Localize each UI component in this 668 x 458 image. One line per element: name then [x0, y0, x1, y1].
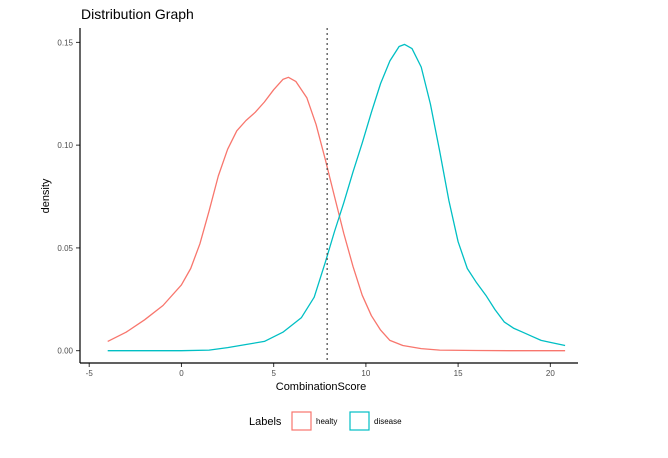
y-tick-label: 0.15: [57, 38, 73, 47]
legend-title: Labels: [249, 416, 282, 428]
x-tick-label: 20: [546, 369, 555, 378]
y-tick-label: 0.05: [57, 244, 73, 253]
series-line-disease: [107, 43, 566, 352]
x-tick-label: 5: [271, 369, 276, 378]
x-tick-label: 15: [454, 369, 463, 378]
series-line-healty: [107, 76, 566, 352]
legend-item-disease: disease: [349, 411, 402, 431]
series-layer: [107, 43, 566, 352]
x-tick-label: -5: [86, 369, 94, 378]
x-tick-label: 0: [179, 369, 184, 378]
y-tick-label: 0.00: [57, 347, 73, 356]
y-axis-title: density: [40, 178, 52, 213]
legend-label-disease: disease: [374, 417, 402, 426]
legend-item-healty: healty: [291, 411, 337, 431]
plot-area: -5 0 5 10 15 20 0.00 0.05 0.10 0.15: [57, 28, 578, 378]
x-axis-ticks: -5 0 5 10 15 20: [86, 363, 555, 378]
legend-key-disease: [349, 411, 370, 431]
y-tick-label: 0.10: [57, 141, 73, 150]
legend-label-healty: healty: [316, 417, 337, 426]
y-axis-ticks: 0.00 0.05 0.10 0.15: [57, 38, 80, 356]
x-tick-label: 10: [361, 369, 370, 378]
x-axis-title: CombinationScore: [276, 381, 367, 393]
legend-key-healty: [291, 411, 312, 431]
legend: Labels healty disease: [249, 411, 402, 431]
chart-title: Distribution Graph: [81, 6, 194, 22]
